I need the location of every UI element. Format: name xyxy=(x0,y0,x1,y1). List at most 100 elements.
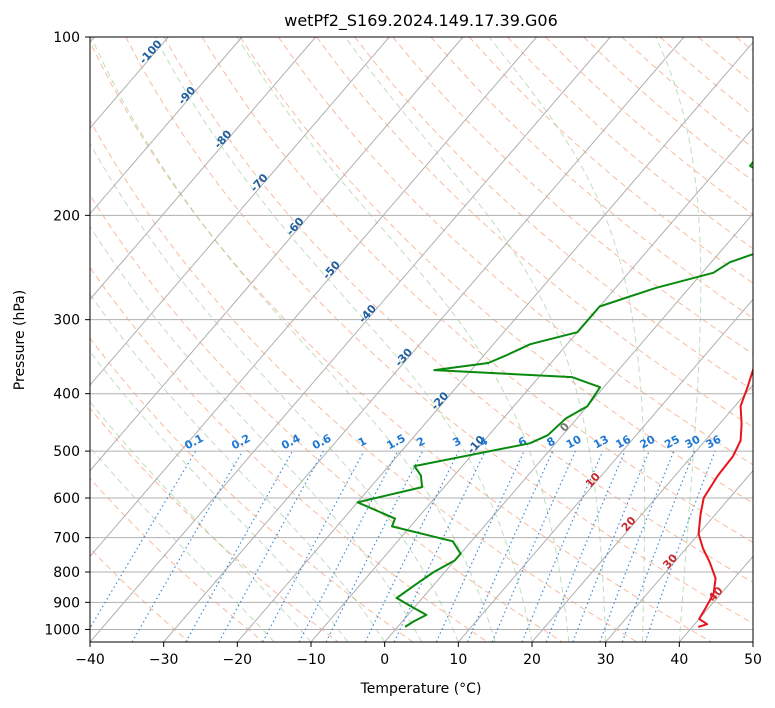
isotherm-line xyxy=(605,469,753,642)
mixing-ratio-label: 30 xyxy=(683,433,703,452)
moist-adiabats xyxy=(90,37,702,642)
mixing-ratio-lines xyxy=(90,450,716,642)
dry-adiabat-line xyxy=(90,337,414,642)
moist-adiabat-line xyxy=(90,37,496,642)
y-tick-label: 800 xyxy=(53,565,80,581)
moist-adiabat-line xyxy=(90,350,349,642)
x-tick-label: −20 xyxy=(223,652,253,668)
mixing-ratio-line xyxy=(185,450,294,642)
moist-adiabat-line xyxy=(90,142,459,642)
isotherm-label: 0 xyxy=(557,420,572,435)
isotherm-line xyxy=(90,37,611,642)
mixing-ratio-label: 2 xyxy=(414,434,427,449)
dry-adiabat-line xyxy=(201,37,753,543)
moist-adiabat-line xyxy=(90,446,275,642)
mixing-ratio-line xyxy=(262,450,365,642)
dry-adiabat-line xyxy=(659,37,753,116)
mixing-ratio-line xyxy=(621,450,695,642)
isotherm-label: -70 xyxy=(248,171,271,195)
isotherm-label: 10 xyxy=(583,470,603,490)
isotherm-line xyxy=(236,41,753,642)
x-axis-label: Temperature (°C) xyxy=(360,681,482,697)
y-tick-label: 200 xyxy=(53,208,80,224)
isotherm-label: -20 xyxy=(428,389,451,413)
x-tick-label: 10 xyxy=(449,652,467,668)
isotherm-label: -80 xyxy=(212,127,235,151)
x-tick-label: −40 xyxy=(75,652,105,668)
mixing-ratio-line xyxy=(364,450,460,642)
isotherm-line xyxy=(163,37,685,642)
moist-adiabat-line xyxy=(344,37,607,642)
dry-adiabat-line xyxy=(90,119,638,642)
x-tick-label: 20 xyxy=(523,652,541,668)
y-tick-label: 600 xyxy=(53,491,80,507)
x-tick-label: 30 xyxy=(597,652,615,668)
dry-adiabat-line xyxy=(430,37,753,319)
moist-adiabat-line xyxy=(90,400,312,642)
temperature-line xyxy=(697,366,753,628)
mixing-ratio-label: 36 xyxy=(704,433,724,452)
isotherm-label: -100 xyxy=(137,37,165,66)
mixing-ratio-line xyxy=(393,450,486,642)
dry-adiabat-line xyxy=(239,37,753,504)
isotherm-label: -90 xyxy=(175,84,198,108)
dry-adiabats xyxy=(90,37,753,642)
mixing-ratio-line xyxy=(572,450,650,642)
mixing-ratio-line xyxy=(90,450,197,630)
dry-adiabat-line xyxy=(468,37,753,284)
dry-adiabat-line xyxy=(90,407,339,642)
y-tick-label: 500 xyxy=(53,444,80,460)
plot-area: -100-90-80-70-60-50-40-30-20-10010203040… xyxy=(90,37,753,642)
dewpoint-line xyxy=(356,160,753,628)
isotherm-label: -30 xyxy=(392,345,415,369)
isobar-lines xyxy=(90,37,753,630)
dry-adiabat-line xyxy=(90,194,563,642)
isotherm-line xyxy=(90,37,464,472)
x-axis: −40 −30 −20 −10 0 10 20 30 40 50 xyxy=(75,642,762,668)
isotherm-line xyxy=(457,298,753,642)
isotherm-line xyxy=(531,384,753,642)
moist-adiabat-line xyxy=(655,37,702,642)
y-axis: 1000 900 800 700 600 500 400 300 200 100 xyxy=(44,30,90,638)
mixing-ratio-label: 0.2 xyxy=(229,432,252,453)
isotherm-label: -60 xyxy=(284,215,307,239)
mixing-ratio-label: 6 xyxy=(516,434,529,449)
mixing-ratio-label: 16 xyxy=(613,433,633,452)
mixing-ratio-label: 0.4 xyxy=(279,432,303,453)
dry-adiabat-line xyxy=(392,37,753,355)
mixing-ratio-labels: 0.1 0.2 0.4 0.6 1 1.5 2 3 4 6 8 10 13 16 20 25 30 36 xyxy=(182,432,723,453)
isotherm-line xyxy=(90,37,243,215)
dry-adiabat-line xyxy=(90,40,712,642)
isotherm-lines xyxy=(90,37,753,642)
isotherm-line xyxy=(90,37,538,558)
mixing-ratio-label: 20 xyxy=(638,433,658,452)
y-tick-label: 1000 xyxy=(44,622,80,638)
y-axis-label: Pressure (hPa) xyxy=(12,290,28,390)
isotherm-label: 30 xyxy=(660,551,680,571)
mixing-ratio-label: 0.6 xyxy=(310,432,334,453)
x-tick-label: −10 xyxy=(296,652,326,668)
isotherm-label: -50 xyxy=(320,258,343,282)
isotherm-line xyxy=(90,37,390,386)
moist-adiabat-line xyxy=(488,37,646,642)
mixing-ratio-label: 25 xyxy=(662,433,682,452)
dry-adiabat-line xyxy=(125,37,753,624)
dry-adiabat-line xyxy=(90,547,190,642)
dry-adiabat-line xyxy=(735,37,753,52)
mixing-ratio-line xyxy=(218,450,324,642)
mixing-ratio-line xyxy=(131,450,244,642)
x-tick-label: 0 xyxy=(380,652,389,668)
x-tick-label: −30 xyxy=(149,652,179,668)
plot-frame xyxy=(89,36,754,643)
y-tick-label: 100 xyxy=(53,30,80,46)
mixing-ratio-label: 1.5 xyxy=(384,432,407,453)
sounding-series xyxy=(356,160,753,628)
mixing-ratio-label: 10 xyxy=(564,433,584,452)
dry-adiabat-line xyxy=(277,37,753,466)
dry-adiabat-line xyxy=(90,477,264,642)
isotherm-line xyxy=(384,212,753,642)
dry-adiabat-line xyxy=(90,266,488,642)
mixing-ratio-label: 13 xyxy=(591,433,611,452)
mixing-ratio-line xyxy=(491,450,576,642)
moist-adiabat-line xyxy=(90,293,386,642)
